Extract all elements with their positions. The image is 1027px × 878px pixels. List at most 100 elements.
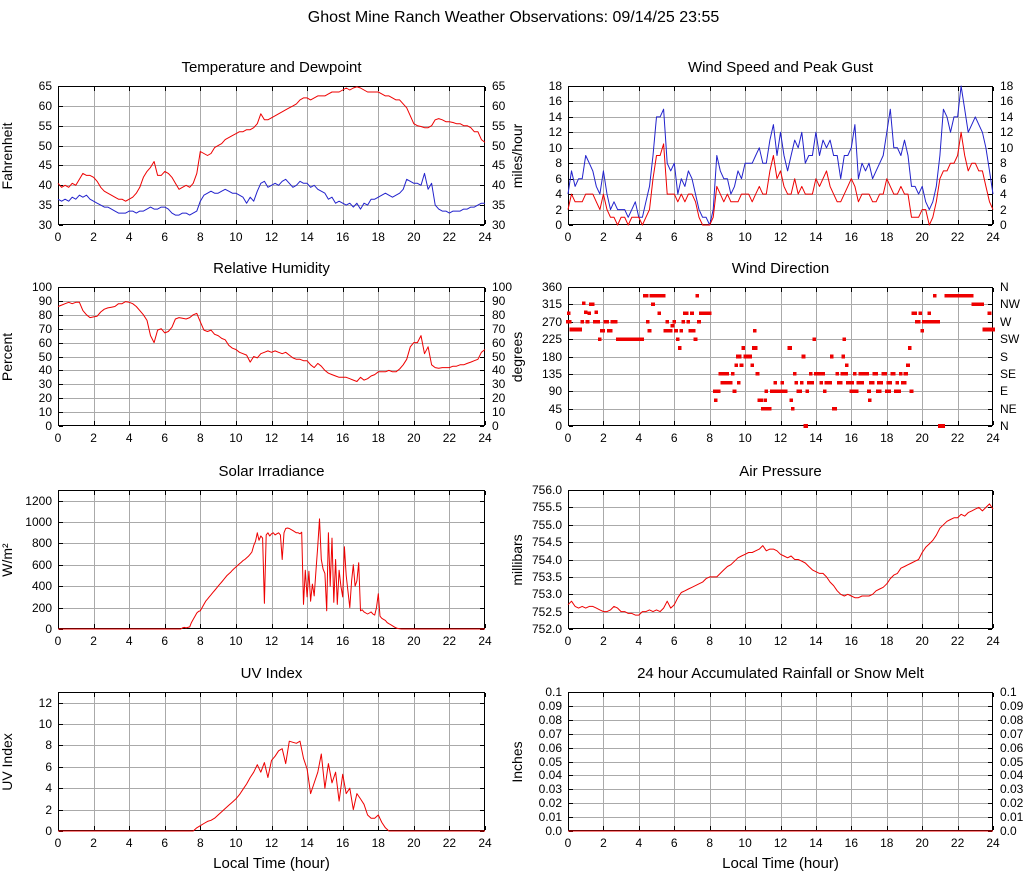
series-irradiance-line xyxy=(58,518,485,630)
x-tick-label: 22 xyxy=(950,836,965,850)
y-tick-label: 100 xyxy=(31,280,52,294)
y-tick-label-right: 0.1 xyxy=(1000,685,1017,699)
y-tick-label: 50 xyxy=(38,138,52,153)
y-tick-label-right: 16 xyxy=(1000,94,1014,109)
y-tick-label-right: 8 xyxy=(1000,156,1007,171)
y-tick-label-right: 50 xyxy=(492,349,506,364)
y-tick-label-right: 0 xyxy=(1000,218,1007,232)
x-tick-label: 22 xyxy=(442,230,457,244)
x-tick-label: 18 xyxy=(880,836,894,850)
y-tick-label: 30 xyxy=(38,218,52,232)
x-tick-label: 0 xyxy=(564,431,572,445)
x-tick-label: 12 xyxy=(264,230,279,244)
y-tick-label-right: 0.07 xyxy=(1000,726,1024,741)
y-tick-label-right: N xyxy=(1000,419,1009,433)
gridlines xyxy=(568,287,993,426)
x-tick-label: 20 xyxy=(407,230,421,244)
y-axis-label-relative-humidity: Percent xyxy=(0,332,15,381)
x-tick-label: 16 xyxy=(844,230,858,244)
y-tick-label: 315 xyxy=(541,297,562,312)
y-tick-label: 12 xyxy=(548,125,562,140)
y-tick-label: 10 xyxy=(38,405,52,420)
x-tick-label: 12 xyxy=(773,230,788,244)
x-tick-label: 4 xyxy=(125,836,133,850)
x-tick-label: 4 xyxy=(635,836,643,850)
plot-border xyxy=(568,86,994,226)
series-temperature-line xyxy=(57,86,486,202)
chart-title-temperature-dewpoint: Temperature and Dewpoint xyxy=(181,59,362,76)
y-tick-label-right: 55 xyxy=(492,118,506,133)
x-tick-label: 22 xyxy=(442,431,457,445)
x-tick-label: 24 xyxy=(478,230,492,244)
y-tick-label: 60 xyxy=(38,335,52,350)
y-tick-label: 4 xyxy=(45,781,52,796)
x-tick-label: 2 xyxy=(600,634,607,648)
y-tick-label: 0.09 xyxy=(538,698,562,713)
y-tick-label-right: 12 xyxy=(1000,125,1014,140)
y-tick-label-right: 10 xyxy=(1000,140,1014,155)
y-tick-label: 225 xyxy=(541,332,562,347)
y-tick-label: 14 xyxy=(548,109,562,124)
y-tick-label: 200 xyxy=(31,600,52,615)
chart-title-wind-direction: Wind Direction xyxy=(731,260,830,277)
x-tick-label: 2 xyxy=(90,431,97,445)
chart-uv-index: UV Index 0 2 4 6 8 10 12 0 2 4 6 8 10 12 14 16 18 20 22 24 UV… xyxy=(0,665,492,872)
x-tick-label: 2 xyxy=(90,634,97,648)
x-tick-label: 18 xyxy=(880,230,894,244)
y-tick-label: 0.08 xyxy=(538,712,562,727)
chart-wind-speed-gust: Wind Speed and Peak Gust 0 0 2 2 4 4 6 6 8 8 10 10 12… xyxy=(509,59,1013,244)
y-tick-label: 45 xyxy=(548,401,562,416)
y-tick-label: 70 xyxy=(38,321,52,336)
y-axis-label-uv-index: UV Index xyxy=(0,732,15,791)
series-direction-points xyxy=(566,294,995,428)
y-tick-label: 135 xyxy=(541,366,562,381)
x-tick-label: 20 xyxy=(407,836,421,850)
x-tick-label: 8 xyxy=(196,634,204,648)
x-tick-label: 12 xyxy=(773,836,788,850)
x-tick-label: 18 xyxy=(371,634,385,648)
plot-border xyxy=(58,490,486,630)
x-tick-label: 14 xyxy=(809,836,823,850)
gridlines xyxy=(58,86,485,225)
x-tick-label: 4 xyxy=(635,634,643,648)
x-tick-label: 6 xyxy=(161,431,169,445)
y-tick-label: 0.05 xyxy=(538,754,562,769)
y-axis-label-wind-speed-gust: miles/hour xyxy=(509,123,525,188)
y-tick-label-right: 80 xyxy=(492,307,506,322)
x-tick-label: 8 xyxy=(196,230,204,244)
y-tick-label-right: 0.02 xyxy=(1000,796,1024,811)
x-tick-label: 18 xyxy=(371,431,385,445)
x-tick-label: 0 xyxy=(564,634,572,648)
y-tick-label: 90 xyxy=(38,293,52,308)
x-tick-label: 16 xyxy=(335,836,350,850)
x-tick-label: 12 xyxy=(264,836,279,850)
y-tick-label: 752.0 xyxy=(531,622,562,636)
x-tick-label: 10 xyxy=(229,230,243,244)
x-tick-label: 0 xyxy=(564,230,572,244)
x-tick-label: 4 xyxy=(125,431,133,445)
x-tick-label: 0 xyxy=(564,836,572,850)
x-tick-label: 4 xyxy=(635,230,643,244)
x-tick-label: 6 xyxy=(161,836,169,850)
y-tick-label: 755.0 xyxy=(531,517,562,532)
y-tick-label-right: 0.05 xyxy=(1000,754,1024,769)
y-axis-label-air-pressure: millibars xyxy=(509,533,525,586)
gridlines xyxy=(58,490,485,629)
y-tick-label: 4 xyxy=(555,187,562,202)
y-tick-label: 45 xyxy=(38,158,52,173)
x-tick-label: 14 xyxy=(300,431,314,445)
gridlines xyxy=(568,490,993,629)
y-tick-label-right: 18 xyxy=(1000,79,1014,93)
x-tick-label: 4 xyxy=(125,634,133,648)
x-tick-label: 2 xyxy=(600,230,607,244)
x-tick-label: 18 xyxy=(880,431,894,445)
chart-rainfall: 24 hour Accumulated Rainfall or Snow Mel… xyxy=(509,665,1023,872)
y-tick-label: 1200 xyxy=(25,493,52,508)
chart-wind-direction: Wind Direction 0 N 45 NE 90 E 135 SE 180 S 225 SW 270… xyxy=(509,260,1020,445)
x-tick-label: 18 xyxy=(371,230,385,244)
chart-title-air-pressure: Air Pressure xyxy=(739,463,822,480)
x-tick-label: 6 xyxy=(161,230,169,244)
y-tick-label-right: NE xyxy=(1000,401,1017,416)
y-tick-label: 40 xyxy=(38,178,52,193)
x-tick-label: 22 xyxy=(442,634,457,648)
